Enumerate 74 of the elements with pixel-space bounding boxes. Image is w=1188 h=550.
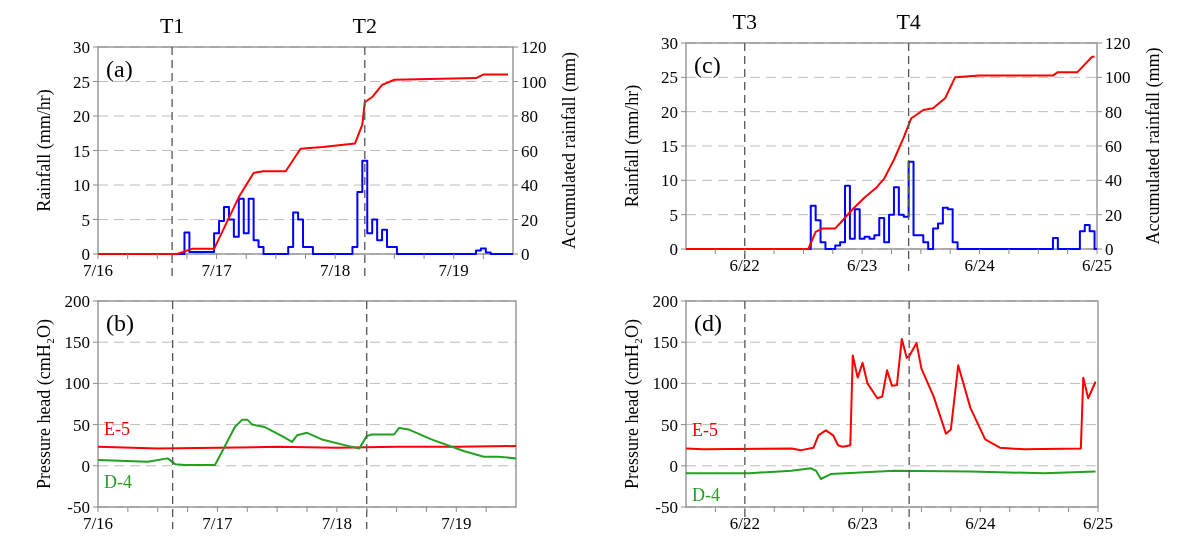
y-tick-label: 0 — [81, 456, 90, 476]
x-tick-label: 6/24 — [964, 256, 996, 275]
y2-tick-label: 0 — [521, 245, 530, 264]
y2-tick-label: 40 — [521, 176, 538, 195]
y-tick-label: 150 — [652, 333, 678, 353]
y2-tick-label: 120 — [521, 38, 547, 57]
y-tick-label: 10 — [73, 176, 90, 195]
y2-tick-label: 80 — [521, 107, 538, 126]
y2-tick-label: 80 — [1105, 102, 1122, 122]
series-label: D-4 — [692, 485, 720, 506]
x-tick-label: 7/16 — [82, 514, 114, 533]
y2-tick-label: 120 — [1105, 34, 1131, 53]
series-label: E-5 — [104, 418, 130, 439]
x-tick-label: 7/17 — [201, 261, 233, 280]
y-tick-label: -50 — [67, 498, 90, 517]
x-tick-label: 7/19 — [441, 514, 472, 533]
x-tick-label: 7/19 — [438, 261, 469, 280]
y2-tick-label: 0 — [1105, 240, 1114, 259]
y-tick-label: 5 — [81, 210, 90, 230]
ref-line-label: T3 — [732, 9, 757, 34]
y-tick-label: 100 — [64, 374, 90, 394]
annotation: (c) — [694, 52, 721, 78]
y2-tick-label: 20 — [1105, 205, 1122, 225]
annotation: (a) — [106, 56, 133, 82]
x-tick-label: 6/23 — [847, 256, 878, 275]
annotation: (d) — [694, 310, 722, 336]
series-label: D-4 — [104, 472, 132, 493]
y-tick-label: 200 — [652, 292, 678, 311]
ref-line-label: T2 — [352, 13, 378, 38]
y-tick-label: 50 — [661, 415, 678, 435]
x-tick-label: 6/22 — [729, 256, 760, 275]
y-axis-title: Rainfall (mm/hr) — [34, 89, 55, 212]
y-tick-label: 10 — [661, 171, 678, 191]
y-tick-label: 15 — [661, 137, 678, 156]
y-tick-label: 20 — [661, 102, 678, 122]
y-tick-label: 20 — [73, 107, 90, 126]
y2-axis-title: Accumulated rainfall (mm) — [559, 52, 580, 249]
y2-axis-title: Accumulated rainfall (mm) — [1143, 47, 1164, 245]
x-tick-label: 7/16 — [82, 261, 114, 280]
x-tick-label: 6/25 — [1081, 256, 1113, 275]
series-label: E-5 — [692, 420, 718, 441]
y-tick-label: 15 — [73, 141, 90, 161]
y2-tick-label: 60 — [1105, 137, 1122, 156]
y-tick-label: 5 — [669, 205, 678, 225]
y2-tick-label: 100 — [521, 72, 547, 92]
y-tick-label: 150 — [64, 333, 90, 353]
x-tick-label: 6/23 — [847, 514, 878, 533]
y-axis-title: Rainfall (mm/hr) — [622, 84, 643, 208]
x-tick-label: 6/22 — [729, 514, 760, 533]
y-tick-label: 30 — [73, 38, 90, 57]
y2-tick-label: 20 — [521, 210, 538, 230]
y-tick-label: 30 — [661, 34, 678, 53]
y-tick-label: 0 — [81, 245, 90, 264]
y2-tick-label: 100 — [1105, 68, 1131, 88]
y-tick-label: 100 — [652, 374, 678, 394]
y-axis-title: Pressure head (cmH₂O) — [622, 318, 643, 490]
x-tick-label: 7/18 — [321, 514, 352, 533]
ref-line-label: T4 — [896, 9, 921, 34]
y-axis-title: Pressure head (cmH₂O) — [34, 318, 55, 490]
y2-tick-label: 40 — [1105, 171, 1122, 191]
y-tick-label: 200 — [64, 292, 90, 311]
y-tick-label: 0 — [669, 456, 678, 476]
y-tick-label: -50 — [655, 498, 678, 517]
x-tick-label: 6/25 — [1082, 514, 1114, 533]
ref-line-label: T1 — [159, 13, 185, 38]
annotation: (b) — [106, 310, 134, 336]
y-tick-label: 25 — [73, 72, 90, 92]
x-tick-label: 7/17 — [202, 514, 234, 533]
x-tick-label: 7/18 — [320, 261, 351, 280]
y-tick-label: 0 — [669, 240, 678, 259]
y-tick-label: 50 — [73, 415, 90, 435]
y-tick-label: 25 — [661, 68, 678, 88]
y2-tick-label: 60 — [521, 141, 538, 161]
x-tick-label: 6/24 — [965, 514, 996, 533]
